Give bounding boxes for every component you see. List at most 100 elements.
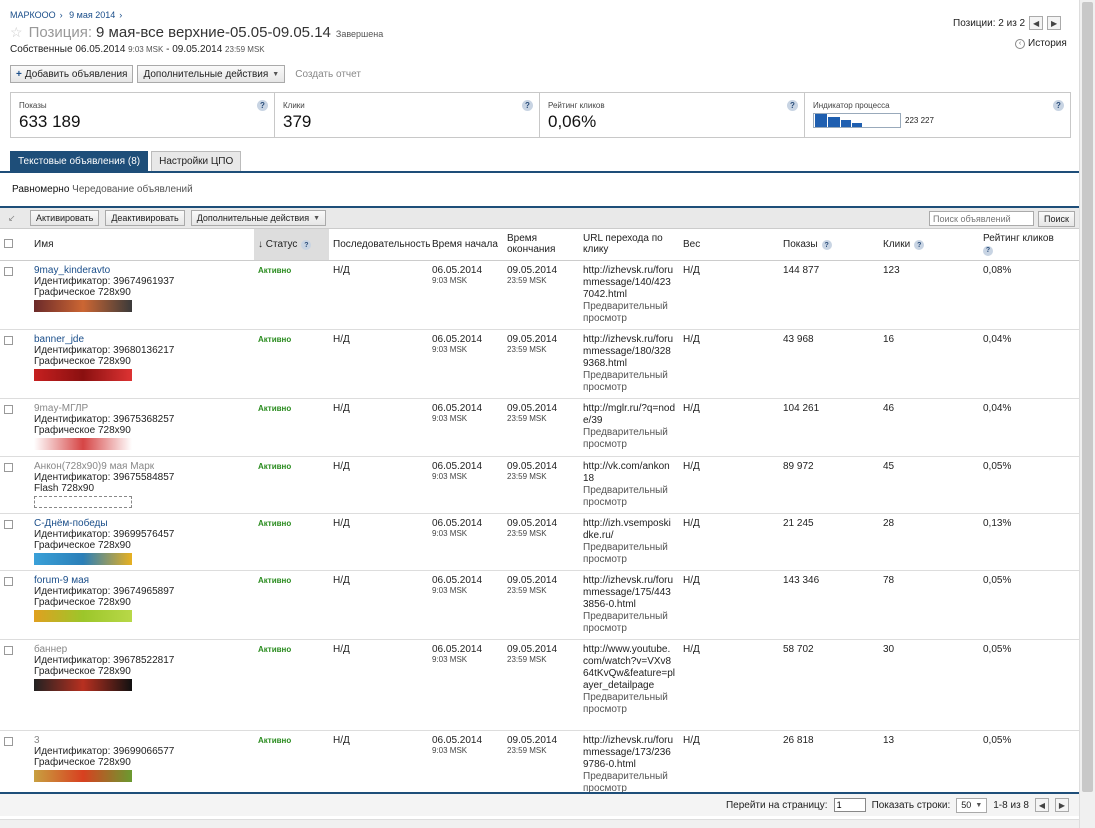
table-row[interactable]: 9may_kinderavto Идентификатор: 3967496193…: [0, 260, 1079, 330]
preview-link[interactable]: Предварительный просмотр: [583, 369, 668, 393]
preview-link[interactable]: Предварительный просмотр: [583, 610, 668, 634]
table-row[interactable]: forum-9 мая Идентификатор: 39674965897 Гра…: [0, 570, 1079, 640]
ad-name-link[interactable]: С-Днём-победы: [34, 517, 108, 529]
page-range: 1-8 из 8: [993, 799, 1029, 811]
help-icon[interactable]: ?: [522, 100, 533, 111]
col-weight[interactable]: Вес: [679, 229, 779, 261]
status-badge[interactable]: Активно: [258, 403, 292, 413]
row-checkbox[interactable]: [4, 645, 13, 655]
row-checkbox[interactable]: [4, 519, 13, 529]
next-page-icon[interactable]: ▶: [1055, 798, 1069, 812]
col-clicks[interactable]: Клики?: [879, 229, 979, 261]
preview-link[interactable]: Предварительный просмотр: [583, 691, 668, 715]
help-icon[interactable]: ?: [821, 240, 832, 250]
table-row[interactable]: Анкон(728x90)9 мая Марк Идентификатор: 39…: [0, 456, 1079, 514]
ad-name-link[interactable]: 9may_kinderavto: [34, 264, 111, 276]
row-checkbox[interactable]: [4, 404, 13, 414]
weight-cell: Н/Д: [679, 398, 779, 457]
select-all-checkbox[interactable]: [4, 239, 13, 249]
history-link[interactable]: ‹ История: [1015, 38, 1067, 49]
more-actions-button[interactable]: Дополнительные действия ▼: [137, 65, 286, 83]
breadcrumb-campaign[interactable]: 9 мая 2014: [69, 10, 116, 20]
row-checkbox[interactable]: [4, 335, 13, 345]
status-badge[interactable]: Активно: [258, 575, 292, 585]
progress-segment: [828, 117, 840, 127]
url-cell: http://mglr.ru/?q=node/39 Предварительный…: [579, 398, 679, 457]
col-ctr[interactable]: Рейтинг кликов?: [979, 229, 1079, 261]
search-button[interactable]: Поиск: [1038, 211, 1075, 227]
row-select-cell: [0, 456, 30, 514]
tab-text-ads[interactable]: Текстовые объявления (8): [10, 151, 149, 171]
col-end[interactable]: Время окончания: [503, 229, 579, 261]
deactivate-button[interactable]: Деактивировать: [105, 210, 185, 226]
help-icon[interactable]: ?: [1053, 100, 1064, 111]
rows-per-page-select[interactable]: 50 ▼: [956, 797, 988, 813]
preview-link[interactable]: Предварительный просмотр: [583, 300, 668, 324]
col-impressions[interactable]: Показы?: [779, 229, 879, 261]
banner-thumbnail[interactable]: [34, 678, 132, 691]
ad-name-link[interactable]: 9may-МГЛР: [34, 402, 89, 414]
help-icon[interactable]: ?: [914, 240, 925, 250]
breadcrumb: МАРКООО › 9 мая 2014 ›: [10, 10, 126, 20]
help-icon[interactable]: ?: [257, 100, 268, 111]
banner-thumbnail[interactable]: [34, 368, 132, 381]
ad-name-link[interactable]: banner_jde: [34, 333, 85, 345]
col-status[interactable]: ↓ Статус?: [254, 229, 329, 261]
banner-thumbnail[interactable]: [34, 552, 132, 565]
status-badge[interactable]: Активно: [258, 461, 292, 471]
col-url[interactable]: URL перехода по клику: [579, 229, 679, 261]
banner-thumbnail[interactable]: [34, 769, 132, 782]
status-badge[interactable]: Активно: [258, 735, 292, 745]
ad-name-link[interactable]: forum-9 мая: [34, 574, 90, 586]
status-badge[interactable]: Активно: [258, 265, 292, 275]
vertical-scrollbar[interactable]: [1079, 0, 1095, 828]
row-checkbox[interactable]: [4, 736, 13, 746]
table-row[interactable]: 9may-МГЛР Идентификатор: 39675368257 Графи…: [0, 398, 1079, 457]
preview-link[interactable]: Предварительный просмотр: [583, 541, 668, 565]
impressions-cell: 144 877: [779, 260, 879, 330]
preview-link[interactable]: Предварительный просмотр: [583, 484, 668, 508]
star-icon[interactable]: ☆: [10, 24, 23, 40]
col-name[interactable]: Имя: [30, 229, 254, 261]
status-badge[interactable]: Активно: [258, 334, 292, 344]
col-sequence[interactable]: Последовательность: [329, 229, 430, 261]
help-icon[interactable]: ?: [301, 240, 312, 250]
status-badge[interactable]: Активно: [258, 518, 292, 528]
row-checkbox[interactable]: [4, 576, 13, 586]
help-icon[interactable]: ?: [787, 100, 798, 111]
search-input[interactable]: [929, 211, 1034, 226]
scrollbar-thumb[interactable]: [1082, 2, 1093, 792]
end-cell: 09.05.2014 23:59 MSK: [503, 730, 579, 800]
collapse-arrow-icon[interactable]: ↙: [8, 212, 16, 223]
prev-position-icon[interactable]: ◀: [1029, 16, 1044, 30]
ad-name-link[interactable]: 3: [34, 734, 40, 746]
end-date: 09.05.2014: [507, 643, 558, 655]
breadcrumb-account[interactable]: МАРКООО: [10, 10, 56, 20]
click-url: http://mglr.ru/?q=node/39: [583, 402, 676, 426]
status-badge[interactable]: Активно: [258, 644, 292, 654]
help-icon[interactable]: ?: [983, 245, 993, 256]
tab-cpo-settings[interactable]: Настройки ЦПО: [151, 151, 242, 171]
banner-thumbnail[interactable]: [34, 437, 132, 450]
activate-button[interactable]: Активировать: [30, 210, 100, 226]
goto-page-input[interactable]: [833, 798, 866, 812]
table-row[interactable]: 3 Идентификатор: 39699066577 Графическое 7…: [0, 730, 1079, 800]
table-row[interactable]: banner_jde Идентификатор: 39680136217 Граф…: [0, 329, 1079, 399]
horizontal-scrollbar[interactable]: [0, 819, 1079, 828]
row-checkbox[interactable]: [4, 266, 13, 276]
col-start[interactable]: Время начала: [428, 229, 503, 261]
ad-name-link[interactable]: Анкон(728x90)9 мая Марк: [34, 460, 155, 472]
table-row[interactable]: баннер Идентификатор: 39678522817 Графичес…: [0, 639, 1079, 731]
preview-link[interactable]: Предварительный просмотр: [583, 426, 668, 450]
banner-thumbnail[interactable]: [34, 609, 132, 622]
table-row[interactable]: С-Днём-победы Идентификатор: 39699576457 Г…: [0, 513, 1079, 571]
table-more-actions-button[interactable]: Дополнительные действия ▼: [190, 210, 327, 226]
add-ads-button[interactable]: + Добавить объявления: [10, 65, 134, 83]
row-checkbox[interactable]: [4, 462, 13, 472]
prev-page-icon[interactable]: ◀: [1035, 798, 1049, 812]
banner-thumbnail[interactable]: [34, 299, 132, 312]
ad-name-link[interactable]: баннер: [34, 643, 68, 655]
preview-link[interactable]: Предварительный просмотр: [583, 770, 668, 794]
create-report-link[interactable]: Создать отчет: [295, 68, 361, 80]
next-position-icon[interactable]: ▶: [1047, 16, 1062, 30]
